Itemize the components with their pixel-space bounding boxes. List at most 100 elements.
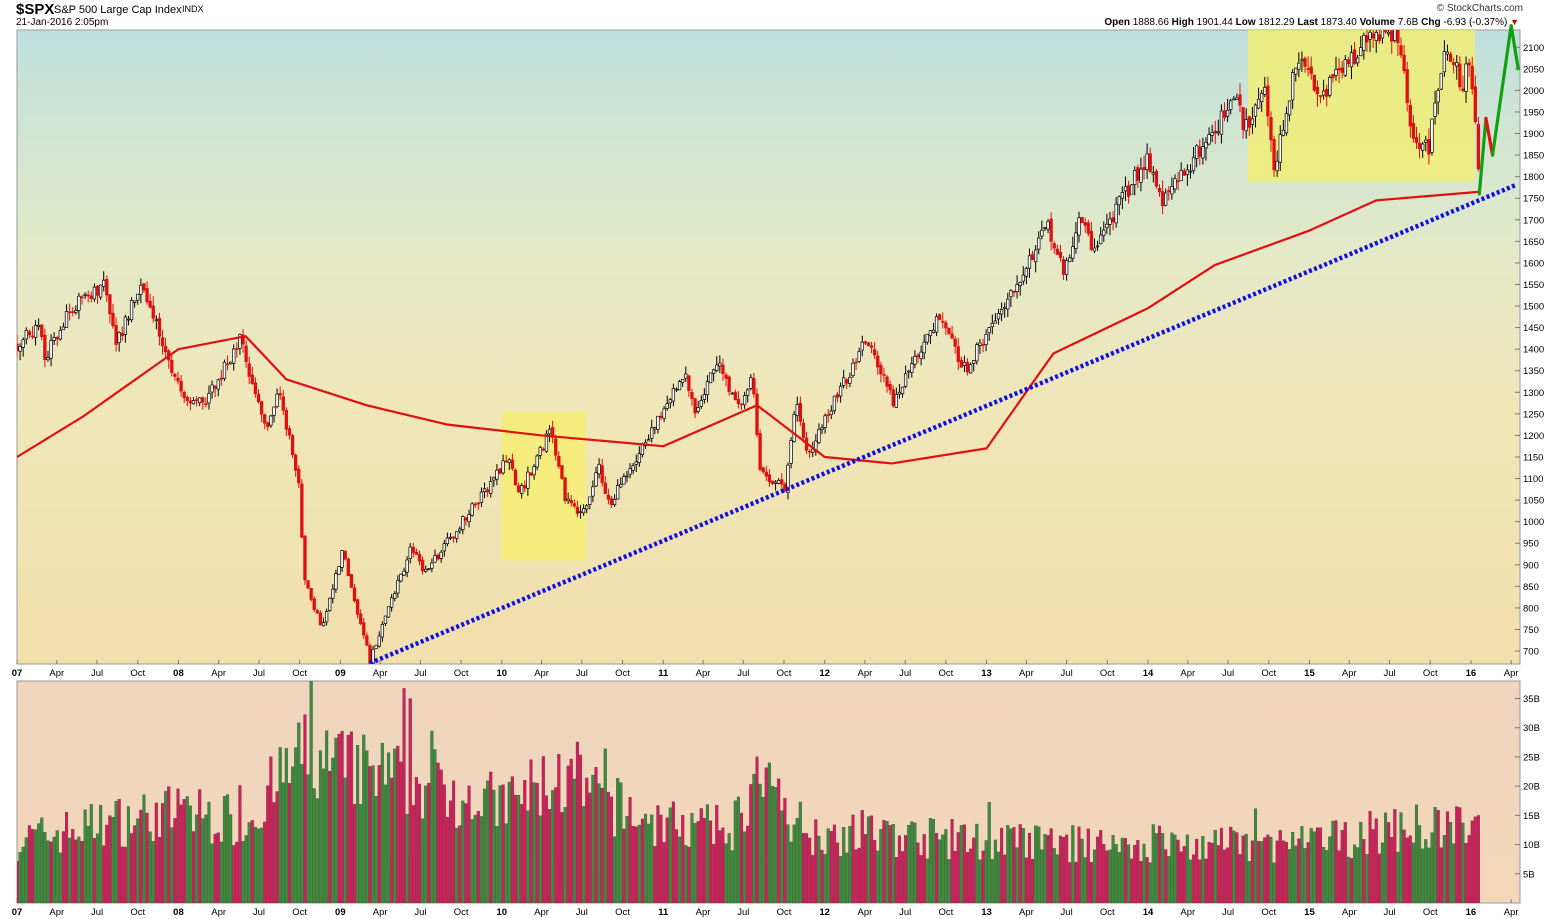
- candle-body: [495, 469, 499, 480]
- low-value: 1812.29: [1258, 17, 1295, 28]
- candle-body: [340, 550, 344, 568]
- candle-body: [1331, 74, 1335, 79]
- volume-bar: [1281, 840, 1285, 903]
- price-y-tick-label: 1200: [1523, 431, 1544, 442]
- candle-body: [1287, 100, 1292, 116]
- volume-bar: [495, 826, 499, 903]
- volume-bar: [1077, 826, 1081, 903]
- candle-body: [724, 374, 728, 379]
- candle-body: [1068, 257, 1072, 263]
- volume-bar: [99, 804, 103, 903]
- candle-body: [1071, 246, 1075, 259]
- candle-body: [1191, 156, 1196, 172]
- volume-bar: [1247, 861, 1251, 903]
- candle-body: [907, 370, 911, 373]
- volume-bar: [1303, 848, 1307, 903]
- volume-bar: [1318, 827, 1323, 903]
- candle-body: [315, 610, 319, 614]
- volume-bar: [662, 842, 666, 903]
- price-x-tick-label: Apr: [696, 668, 711, 679]
- volume-bar: [603, 748, 607, 903]
- candle-body: [58, 330, 62, 340]
- volume-bar: [631, 825, 635, 903]
- candle-body: [1055, 248, 1059, 255]
- volume-bar: [913, 822, 917, 903]
- candle-body: [207, 393, 211, 404]
- candle-body: [1099, 234, 1103, 245]
- candle-body: [727, 376, 731, 393]
- brand-label[interactable]: © StockCharts.com: [1436, 3, 1523, 14]
- volume-bar: [247, 822, 251, 903]
- volume-bar: [653, 846, 657, 903]
- price-y-tick-label: 900: [1523, 560, 1539, 571]
- volume-bar: [613, 836, 617, 903]
- volume-bar: [693, 823, 697, 903]
- volume-bar: [52, 836, 56, 903]
- volume-bar: [1068, 862, 1072, 903]
- volume-bar: [1210, 842, 1214, 903]
- volume-bar: [953, 851, 957, 903]
- candle-body: [1263, 87, 1267, 95]
- volume-label: Volume: [1359, 17, 1395, 28]
- volume-bar: [1275, 840, 1279, 903]
- candle-body: [950, 333, 954, 339]
- volume-bar: [767, 762, 771, 903]
- volume-bar: [981, 850, 985, 903]
- volume-bar: [371, 765, 375, 903]
- candle-body: [1368, 31, 1372, 40]
- candle-body: [1346, 59, 1351, 65]
- candle-body: [1201, 146, 1205, 159]
- volume-bar: [71, 829, 75, 903]
- candle-body: [1343, 59, 1347, 76]
- volume-bar: [739, 812, 744, 903]
- candle-body: [328, 597, 332, 611]
- candle-body: [1114, 203, 1118, 224]
- price-x-tick-label: Apr: [1180, 668, 1195, 679]
- volume-bar: [328, 770, 332, 903]
- volume-bar: [1229, 826, 1233, 903]
- volume-bar: [126, 806, 130, 903]
- candle-body: [417, 553, 422, 562]
- volume-bar: [130, 833, 134, 903]
- price-x-tick-label: Apr: [858, 668, 873, 679]
- volume-bar: [501, 784, 505, 903]
- candle-body: [399, 573, 403, 582]
- volume-bar: [436, 762, 440, 903]
- candle-body: [786, 464, 790, 493]
- volume-bar: [476, 811, 480, 903]
- volume-bar: [27, 825, 31, 903]
- volume-bar: [105, 824, 109, 903]
- volume-bar: [46, 840, 50, 903]
- volume-bar: [1421, 848, 1425, 903]
- volume-bar: [1062, 837, 1066, 903]
- volume-bar: [1408, 835, 1412, 903]
- volume-bar: [151, 841, 155, 903]
- volume-bar: [721, 827, 725, 903]
- price-x-tick-label: Jul: [1222, 668, 1234, 679]
- candle-body: [848, 376, 852, 384]
- candle-body: [1359, 47, 1363, 57]
- candle-body: [49, 340, 53, 359]
- candle-body: [349, 574, 354, 588]
- candle-body: [1102, 229, 1106, 237]
- candle-body: [1009, 290, 1013, 298]
- volume-bar: [1436, 809, 1440, 903]
- volume-bar: [904, 835, 908, 903]
- volume-bar: [594, 767, 598, 903]
- volume-bar: [241, 841, 245, 903]
- candle-body: [179, 380, 183, 392]
- volume-bar: [1043, 834, 1047, 903]
- down-triangle-icon[interactable]: ▼: [1510, 17, 1519, 27]
- price-y-tick-label: 1000: [1523, 517, 1544, 528]
- candle-body: [504, 460, 508, 463]
- volume-bar: [1052, 848, 1056, 903]
- candle-body: [523, 485, 527, 489]
- projection-arrowhead: [1509, 24, 1520, 71]
- candle-body: [383, 615, 388, 624]
- candle-body: [1241, 107, 1245, 131]
- candle-body: [665, 403, 669, 409]
- candle-body: [225, 363, 230, 366]
- volume-bar: [888, 825, 892, 903]
- candle-body: [1325, 88, 1329, 97]
- candle-body: [770, 480, 775, 484]
